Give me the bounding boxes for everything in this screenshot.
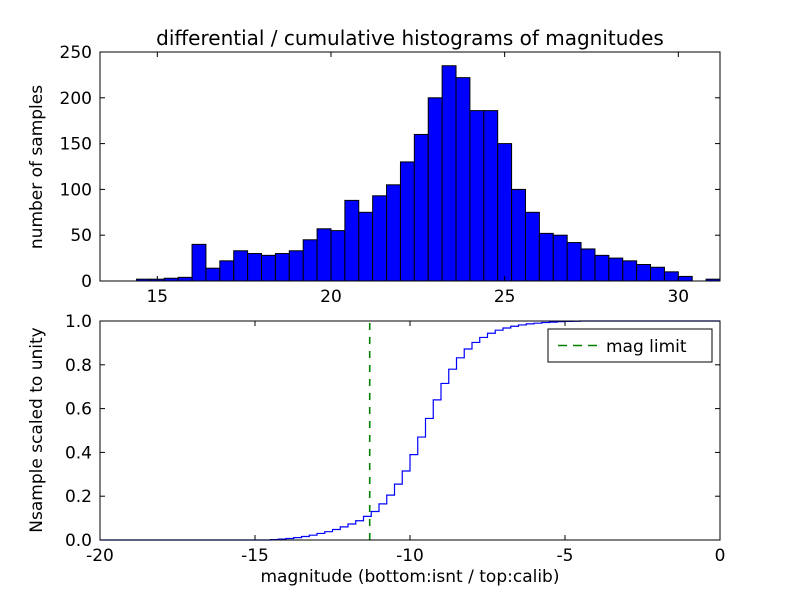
histogram-bar bbox=[455, 77, 471, 282]
y-tick-label: 0 bbox=[81, 272, 92, 292]
histogram-bar bbox=[552, 234, 568, 282]
y-tick-label: 150 bbox=[60, 135, 92, 155]
histogram-bar bbox=[261, 254, 276, 282]
axes-layer: 15 20 25 30 0 50 100 150 200 250 -20 -15 -10 -5 0 0.0 0.… bbox=[60, 43, 726, 566]
axes-frame bbox=[99, 51, 721, 282]
histogram-bar bbox=[274, 253, 290, 282]
histogram-bar bbox=[177, 276, 193, 282]
x-tick-label: 15 bbox=[146, 287, 168, 307]
legend-label: mag limit bbox=[606, 337, 687, 357]
x-tick-label: -5 bbox=[557, 546, 574, 566]
histogram-bar bbox=[247, 253, 263, 282]
histogram-bar bbox=[288, 250, 304, 282]
histogram-bar bbox=[566, 242, 582, 282]
y-tick-label: 0.8 bbox=[65, 356, 92, 376]
histogram-bar bbox=[441, 65, 457, 282]
histogram-bar bbox=[205, 267, 221, 282]
y-tick-label: 250 bbox=[60, 43, 92, 63]
histogram-bar bbox=[511, 188, 526, 282]
histogram-bar bbox=[219, 260, 235, 282]
histogram-bar bbox=[413, 133, 429, 282]
y-tick-label: 200 bbox=[60, 89, 92, 109]
y-tick-label: 0.0 bbox=[65, 531, 92, 551]
x-tick-label: -15 bbox=[241, 546, 269, 566]
histogram-bar bbox=[608, 257, 624, 282]
y-tick-label: 100 bbox=[60, 180, 92, 200]
x-tick-label: -20 bbox=[86, 546, 114, 566]
histogram-bar bbox=[677, 275, 693, 282]
histogram-bar bbox=[469, 110, 485, 282]
histogram-bar bbox=[538, 232, 554, 282]
legend: mag limit bbox=[547, 328, 713, 363]
xlabel: magnitude (bottom:isnt / top:calib) bbox=[261, 567, 560, 587]
x-tick-label: 25 bbox=[494, 287, 516, 307]
histogram-bar bbox=[483, 110, 499, 282]
histogram-bar bbox=[316, 228, 332, 282]
histogram-bar bbox=[497, 143, 513, 282]
bottom-cumulative-curve bbox=[100, 320, 720, 541]
histogram-bar bbox=[372, 195, 388, 282]
histogram-bar bbox=[580, 248, 596, 282]
x-tick-label: -10 bbox=[396, 546, 424, 566]
cumulative-step-line bbox=[100, 320, 720, 541]
histogram-bar bbox=[386, 184, 401, 282]
x-tick-label: 0 bbox=[715, 546, 726, 566]
histogram-bar bbox=[427, 97, 443, 282]
histogram-bar bbox=[233, 250, 249, 282]
y-tick-label: 0.2 bbox=[65, 487, 92, 507]
histogram-bar bbox=[358, 211, 374, 282]
histogram-bar bbox=[330, 230, 346, 282]
histogram-bar bbox=[663, 271, 679, 282]
histogram-bar bbox=[302, 239, 318, 282]
histogram-bar bbox=[524, 211, 540, 282]
y-tick-label: 50 bbox=[70, 226, 92, 246]
bottom-ylabel: Nsample scaled to unity bbox=[27, 327, 47, 532]
histogram-bar bbox=[636, 264, 652, 282]
y-tick-label: 0.4 bbox=[65, 443, 92, 463]
y-tick-label: 1.0 bbox=[65, 312, 92, 332]
histogram-bar bbox=[622, 260, 638, 282]
histogram-bar bbox=[594, 254, 610, 282]
histogram-bar bbox=[399, 161, 415, 282]
x-tick-label: 30 bbox=[667, 287, 689, 307]
chart-title: differential / cumulative histograms of … bbox=[156, 26, 664, 50]
top-histogram-bars bbox=[135, 65, 721, 282]
y-tick-label: 0.6 bbox=[65, 400, 92, 420]
x-tick-label: 20 bbox=[320, 287, 342, 307]
histogram-bar bbox=[191, 243, 207, 282]
histogram-bar bbox=[650, 266, 665, 282]
top-ylabel: number of samples bbox=[27, 85, 47, 249]
histogram-bar bbox=[344, 199, 360, 282]
